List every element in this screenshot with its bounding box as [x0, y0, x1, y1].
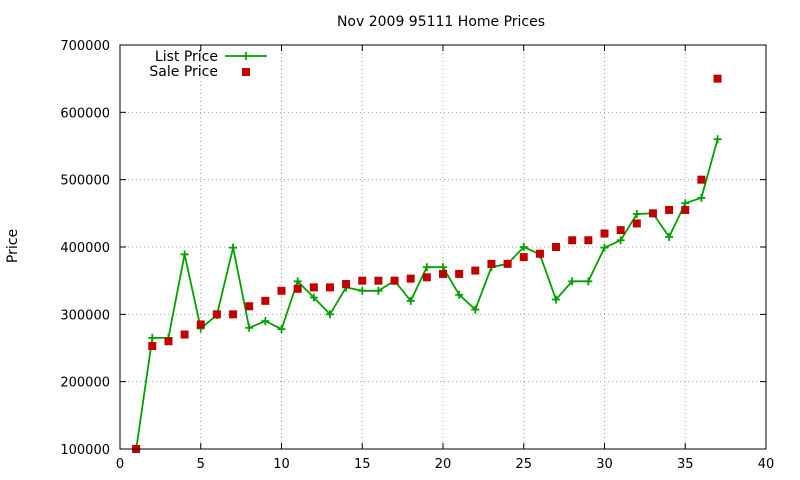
list-price-point	[600, 243, 609, 252]
list-price-point	[261, 317, 270, 326]
sale-price-point	[293, 284, 302, 293]
sale-price-point	[600, 229, 609, 238]
x-tick-label: 40	[758, 457, 775, 472]
y-tick-label: 200000	[60, 376, 110, 391]
series	[132, 74, 722, 453]
sale-price-point	[568, 236, 577, 245]
list-price-point	[713, 135, 722, 144]
sale-price-point	[665, 205, 674, 214]
y-tick-label: 100000	[60, 443, 110, 458]
list-price-point	[180, 250, 189, 259]
y-tick-label: 600000	[60, 106, 110, 121]
list-price-point	[325, 310, 334, 319]
list-price-point	[681, 199, 690, 208]
list-price-point	[665, 232, 674, 241]
sale-price-point	[358, 276, 367, 285]
list-price-point	[632, 210, 641, 219]
y-axis-label: Price	[5, 229, 21, 263]
axis-ticks: 0 5 10 15 20 25 30 35 40 100000 200000 300000 400000…	[60, 39, 774, 472]
sale-price-point	[552, 243, 561, 251]
sale-price-point	[342, 280, 351, 289]
list-price-point	[552, 295, 561, 304]
sale-price-point	[648, 209, 657, 218]
legend: List Price Sale Price	[149, 49, 267, 80]
legend-marker-sale-price	[242, 68, 250, 76]
sale-price-point	[309, 283, 318, 292]
x-tick-label: 20	[435, 457, 452, 472]
list-price-point	[148, 333, 157, 342]
x-tick-label: 30	[596, 457, 613, 472]
sale-price-point	[229, 310, 238, 319]
sale-price-point	[697, 175, 706, 184]
legend-label-list-price: List Price	[155, 49, 218, 65]
y-tick-label: 500000	[60, 174, 110, 189]
sale-price-point	[212, 310, 221, 319]
sale-price-point	[374, 276, 383, 285]
list-price-point	[309, 293, 318, 302]
sale-price-point	[422, 273, 431, 282]
sale-price-point	[277, 286, 286, 295]
sale-price-point	[471, 266, 480, 275]
sale-price-point	[455, 269, 464, 278]
list-price-point	[422, 263, 431, 272]
sale-price-point	[261, 296, 270, 305]
plot-frame	[119, 44, 767, 450]
sale-price-point	[535, 249, 544, 258]
sale-price-point	[713, 74, 722, 83]
list-price-point	[293, 277, 302, 286]
sale-price-point	[616, 226, 625, 235]
x-tick-label: 10	[273, 457, 290, 472]
list-price-point	[374, 286, 383, 295]
x-tick-label: 35	[677, 457, 694, 472]
sale-price-point	[148, 341, 157, 350]
x-tick-label: 15	[354, 457, 371, 472]
list-price-point	[697, 193, 706, 202]
list-price-point	[455, 290, 464, 299]
x-tick-label: 25	[515, 457, 532, 472]
sale-price-point	[325, 283, 334, 292]
list-price-point	[584, 277, 593, 286]
sale-price-point	[164, 337, 173, 346]
y-tick-label: 300000	[60, 308, 110, 323]
y-tick-label: 400000	[60, 241, 110, 256]
list-price-point	[229, 243, 238, 252]
sale-price-point	[439, 269, 447, 278]
chart-title: Nov 2009 95111 Home Prices	[337, 14, 545, 30]
y-tick-label: 700000	[60, 39, 110, 54]
sale-price-point	[519, 253, 528, 262]
list-price-point	[406, 296, 415, 305]
sale-price-point	[503, 259, 512, 268]
sale-price-point	[632, 219, 641, 228]
sale-price-point	[245, 302, 254, 311]
sale-price-point	[196, 320, 205, 329]
list-price-point	[616, 236, 625, 245]
sale-price-point	[180, 330, 189, 339]
legend-label-sale-price: Sale Price	[149, 64, 218, 80]
list-price-point	[519, 243, 528, 251]
x-tick-label: 5	[197, 457, 205, 472]
sale-price-point	[390, 276, 399, 285]
list-price-point	[439, 263, 447, 272]
list-price-point	[568, 277, 577, 286]
grid	[120, 45, 766, 449]
series-line-list-price	[135, 139, 719, 450]
list-price-point	[471, 305, 480, 314]
sale-price-point	[487, 259, 496, 268]
x-tick-label: 0	[116, 457, 124, 472]
sale-price-point	[681, 205, 690, 214]
list-price-point	[277, 325, 286, 334]
sale-price-point	[406, 274, 415, 283]
list-price-point	[245, 323, 254, 332]
sale-price-point	[584, 236, 593, 245]
list-price-point	[358, 286, 367, 295]
